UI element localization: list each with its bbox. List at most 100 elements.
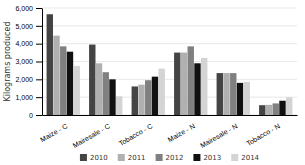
axis-line	[42, 9, 43, 116]
bar	[223, 73, 229, 115]
tick-mark	[36, 62, 42, 63]
series	[53, 36, 272, 115]
bar	[159, 69, 165, 115]
legend-item: 2014	[231, 154, 259, 162]
bar	[152, 77, 158, 115]
tick-mark	[36, 44, 42, 45]
tick-label: Tobacco - N	[245, 122, 281, 147]
tick-mark	[36, 8, 42, 9]
legend-label: 2011	[128, 154, 146, 162]
tick: 6,000	[15, 5, 42, 12]
tick-label: Tobacco - C	[118, 122, 154, 147]
bar	[60, 46, 66, 115]
y-axis: 0 1,000 2,000 3,000 4,000 5,000 6,000	[15, 5, 42, 119]
tick: Maize - C	[39, 122, 68, 143]
plot: 0 1,000 2,000 3,000 4,000 5,000 6,000 Maize - C…	[15, 5, 297, 149]
bar	[89, 45, 95, 115]
tick: 5,000	[15, 23, 42, 30]
tick: Maize - N	[167, 122, 196, 143]
tick-label: Mairesale - N	[199, 122, 239, 149]
series	[47, 14, 266, 115]
bar	[47, 14, 53, 115]
y-axis-title: Kilograms produced	[3, 22, 12, 102]
series	[60, 46, 279, 115]
tick: 2,000	[15, 76, 42, 83]
tick: Mairesale - C	[71, 122, 111, 149]
bar	[237, 83, 243, 115]
bar	[132, 86, 138, 115]
grid-line	[42, 8, 297, 9]
legend-swatch	[231, 154, 238, 161]
bar	[116, 96, 122, 115]
bar	[266, 105, 272, 115]
tick: 3,000	[15, 58, 42, 65]
bar	[138, 85, 144, 115]
tick-label: 3,000	[15, 58, 33, 65]
tick-label: 1,000	[15, 94, 33, 101]
legend-swatch	[80, 154, 87, 161]
axis-line	[43, 115, 298, 116]
tick-label: 2,000	[15, 76, 33, 83]
grid-line	[42, 43, 297, 44]
legend-label: 2010	[90, 154, 108, 162]
legend-item: 2011	[118, 154, 146, 162]
legend: 2010 2011 2012 2013 2014	[80, 154, 260, 162]
tick: 1,000	[15, 94, 42, 101]
grid-line	[42, 115, 297, 116]
tick-mark	[36, 115, 42, 116]
tick: 0	[29, 112, 42, 119]
tick-label: 4,000	[15, 40, 33, 47]
bar	[244, 82, 250, 115]
bar	[273, 103, 279, 115]
legend-swatch	[193, 154, 200, 161]
tick: Tobacco - C	[118, 122, 154, 147]
bar	[67, 52, 73, 115]
grid-line	[42, 61, 297, 62]
grid-line	[42, 97, 297, 98]
bar	[109, 79, 115, 115]
tick-mark	[36, 26, 42, 27]
series	[74, 58, 293, 115]
tick-label: Maize - N	[167, 122, 196, 143]
tick: 4,000	[15, 40, 42, 47]
legend-item: 2010	[80, 154, 108, 162]
bar	[259, 105, 265, 115]
bar	[217, 73, 223, 115]
legend-item: 2012	[156, 154, 184, 162]
series	[67, 52, 286, 115]
tick-label: 0	[29, 112, 33, 119]
grid-line	[42, 25, 297, 26]
bar	[181, 53, 187, 115]
bar	[230, 73, 236, 115]
bar	[74, 66, 80, 115]
tick-label: 6,000	[15, 5, 33, 12]
tick-label: Mairesale - C	[71, 122, 111, 149]
bar	[286, 97, 292, 115]
chart: 0 1,000 2,000 3,000 4,000 5,000 6,000 Maize - C…	[0, 0, 305, 165]
bar	[194, 63, 200, 115]
tick-label: 5,000	[15, 23, 33, 30]
legend-swatch	[118, 154, 125, 161]
grid-line	[42, 79, 297, 80]
legend-item: 2013	[193, 154, 221, 162]
bars	[47, 14, 293, 115]
legend-label: 2012	[166, 154, 184, 162]
bar	[201, 58, 207, 115]
tick-label: Maize - C	[39, 122, 68, 143]
tick-mark	[36, 79, 42, 80]
legend-label: 2014	[241, 154, 259, 162]
bar	[103, 72, 109, 115]
tick-mark	[36, 97, 42, 98]
bar	[145, 80, 151, 115]
legend-label: 2013	[203, 154, 221, 162]
bar	[174, 53, 180, 115]
bar	[53, 36, 59, 115]
x-axis: Maize - CMairesale - C Tobacco - C Maize -…	[39, 116, 297, 150]
bar	[96, 63, 102, 115]
grid	[42, 8, 297, 115]
tick: Mairesale - N	[199, 122, 239, 149]
tick: Tobacco - N	[245, 122, 281, 147]
legend-swatch	[156, 154, 163, 161]
bar	[279, 101, 285, 115]
bar	[188, 46, 194, 115]
